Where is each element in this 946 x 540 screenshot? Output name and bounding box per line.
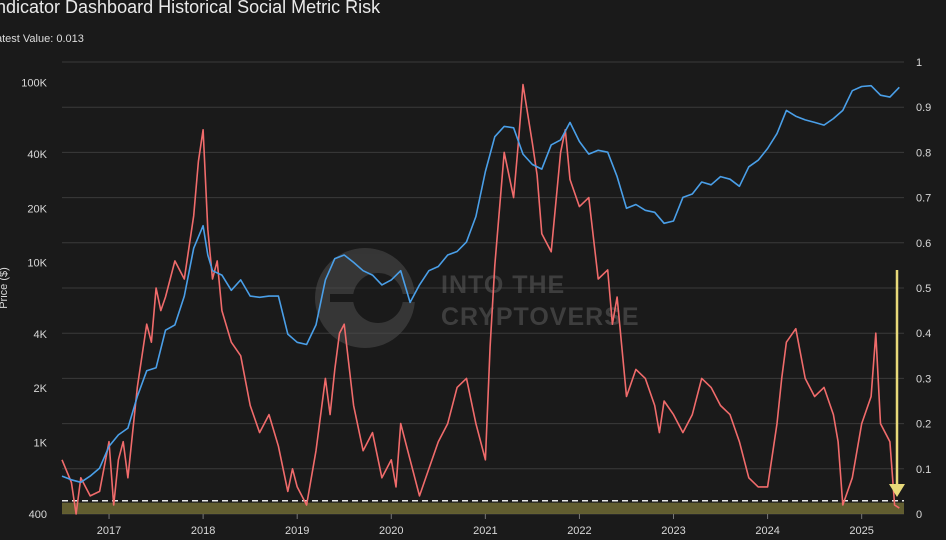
right-axis-tick: 1 (916, 57, 922, 69)
right-axis-tick: 0.6 (916, 238, 931, 250)
into-the-cryptoverse-watermark: INTO THE CRYPTOVERSE (315, 248, 640, 348)
right-axis-tick: 0.7 (916, 193, 931, 205)
right-axis-tick: 0.5 (916, 283, 931, 295)
watermark-logo-slot (330, 294, 420, 302)
right-axis-tick: 0.9 (916, 102, 931, 114)
down-arrow-icon (889, 484, 905, 497)
low-risk-band (62, 502, 904, 514)
right-axis-tick: 0.4 (916, 328, 931, 340)
watermark-line-1: INTO THE (441, 271, 565, 299)
right-axis-tick: 0.2 (916, 419, 931, 431)
x-axis-tick: 2019 (285, 525, 309, 537)
price-series-line (61, 84, 900, 484)
left-axis-tick: 2K (34, 383, 48, 395)
series-layer (61, 83, 900, 515)
x-axis-tick: 2024 (755, 525, 779, 537)
x-axis-tick: 2017 (97, 525, 121, 537)
right-axis-tick: 0.3 (916, 373, 931, 385)
watermark-line-2: CRYPTOVERSE (441, 303, 640, 331)
left-axis-tick: 100K (21, 78, 47, 90)
axis-labels: 0 0.1 0.2 0.3 0.4 0.5 0.6 0.7 0.8 0.9 1 400 1K 2K 4K 10… (0, 57, 931, 537)
x-axis-tick: 2023 (661, 525, 685, 537)
right-axis-tick: 0.1 (916, 464, 931, 476)
right-axis-tick: 0 (916, 509, 922, 521)
x-axis-tick: 2021 (473, 525, 497, 537)
grid-lines (62, 61, 904, 519)
left-axis-tick: 10K (27, 257, 47, 269)
x-axis-tick: 2022 (567, 525, 591, 537)
left-axis-tick: 1K (34, 437, 48, 449)
latest-value-label: atest Value: 0.013 (0, 33, 84, 45)
left-axis-tick: 400 (29, 509, 47, 521)
x-axis-tick: 2020 (379, 525, 403, 537)
x-axis-tick: 2025 (849, 525, 873, 537)
left-axis-tick: 40K (27, 149, 47, 161)
left-axis-tick: 20K (27, 203, 47, 215)
y-axis-label: Price ($) (0, 267, 10, 309)
x-axis-tick: 2018 (191, 525, 215, 537)
annotation-layer (889, 270, 905, 497)
risk-series-line (61, 83, 900, 515)
left-axis-tick: 4K (34, 329, 48, 341)
chart-title: ndicator Dashboard Historical Social Met… (0, 0, 381, 17)
right-axis-tick: 0.8 (916, 147, 931, 159)
